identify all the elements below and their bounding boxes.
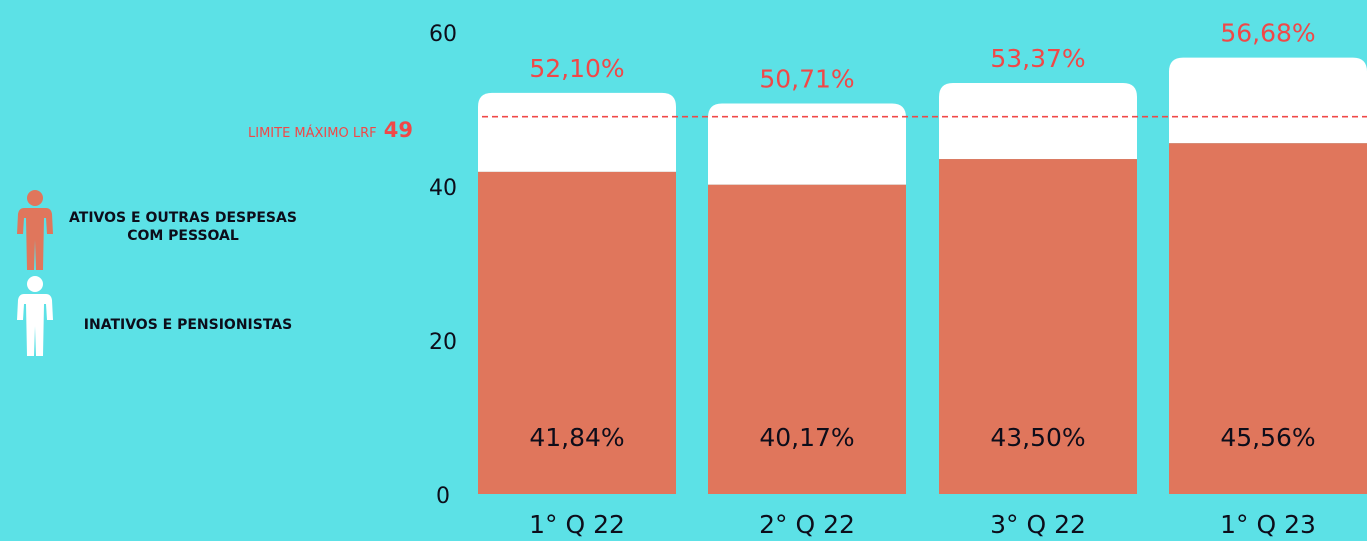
- person-icon: [17, 190, 53, 270]
- bar-total-label: 50,71%: [759, 65, 854, 94]
- bar-ativos: [708, 184, 906, 495]
- bar-inativos: [939, 83, 1137, 160]
- bar-ativos: [939, 159, 1137, 495]
- bar-total-label: 56,68%: [1220, 19, 1315, 48]
- limit-value-label: 49: [383, 118, 413, 142]
- bar-ativos-label: 43,50%: [990, 423, 1085, 452]
- bar-total-label: 53,37%: [990, 44, 1085, 73]
- person-icon: [17, 276, 53, 356]
- bar-ativos: [1169, 143, 1367, 495]
- legend-item-ativos: ATIVOS E OUTRAS DESPESAS COM PESSOAL: [58, 209, 308, 245]
- legend-label-ativos: ATIVOS E OUTRAS DESPESAS COM PESSOAL: [69, 210, 297, 244]
- bar-ativos: [478, 171, 676, 494]
- x-category-label: 1° Q 23: [1220, 510, 1316, 539]
- limit-line-label: LIMITE MÁXIMO LRF 49: [248, 118, 413, 142]
- y-tick-label: 20: [429, 330, 457, 355]
- y-tick-label: 0: [436, 484, 450, 509]
- x-category-label: 1° Q 22: [529, 510, 625, 539]
- x-category-label: 2° Q 22: [759, 510, 855, 539]
- bar-ativos-label: 45,56%: [1220, 423, 1315, 452]
- bar-inativos: [708, 103, 906, 185]
- bar-total-label: 52,10%: [529, 54, 624, 83]
- legend-item-inativos: INATIVOS E PENSIONISTAS: [68, 316, 308, 334]
- x-category-label: 3° Q 22: [990, 510, 1086, 539]
- y-tick-label: 40: [429, 176, 457, 201]
- bar-inativos: [478, 92, 676, 172]
- bar-ativos-label: 40,17%: [759, 423, 854, 452]
- bar-inativos: [1169, 57, 1367, 144]
- bar-ativos-label: 41,84%: [529, 423, 624, 452]
- y-tick-label: 60: [429, 22, 457, 47]
- limit-label-text: LIMITE MÁXIMO LRF: [248, 126, 377, 141]
- legend-label-inativos: INATIVOS E PENSIONISTAS: [83, 317, 293, 333]
